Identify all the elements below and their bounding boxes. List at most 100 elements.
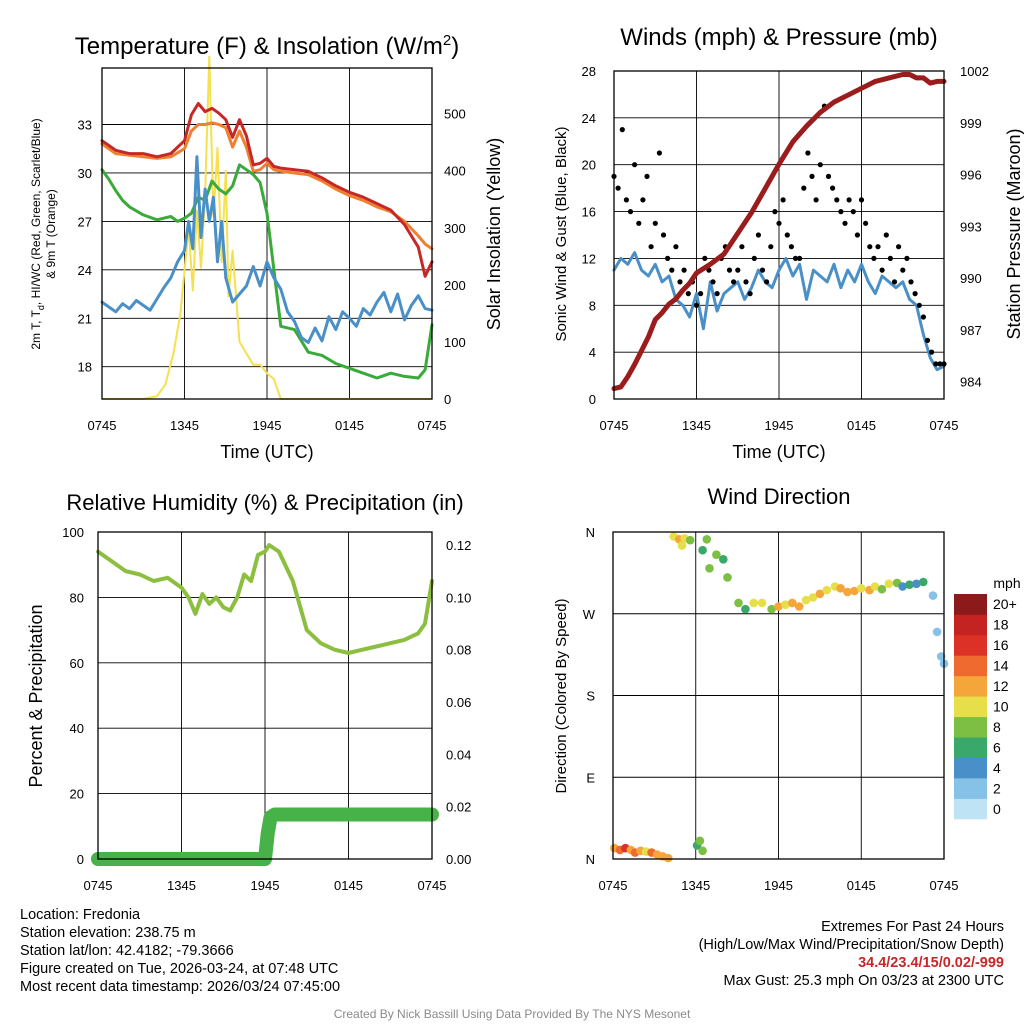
y-tick-label: 4: [589, 345, 596, 360]
y2-tick-label: 993: [960, 219, 982, 234]
y-tick-label: S: [586, 689, 595, 704]
direction-point: [898, 582, 907, 591]
y-axis-label: 2m T, Td, HI/WC (Red, Green, Scarlet/Blu…: [29, 118, 46, 349]
gust-point: [792, 255, 799, 261]
x-tick-label: 1345: [682, 418, 711, 433]
legend-swatch: [954, 634, 987, 656]
direction-point: [919, 577, 928, 587]
y2-tick-label: 1002: [960, 64, 989, 79]
legend-swatch: [954, 798, 987, 820]
y-tick-label: E: [586, 770, 595, 785]
gust-point: [768, 244, 774, 250]
chart-title: Winds (mph) & Pressure (mb): [620, 24, 937, 51]
legend-title: mph: [993, 575, 1020, 591]
y-tick-label: 16: [582, 205, 596, 220]
x-tick-label: 0745: [600, 418, 629, 433]
gust-point: [834, 197, 840, 203]
chart-title: Relative Humidity (%) & Precipitation (i…: [66, 490, 463, 515]
gust-point: [636, 220, 642, 226]
y-tick-label: 33: [78, 118, 92, 133]
x-tick-label: 1345: [170, 418, 199, 433]
y2-tick-label: 300: [444, 221, 466, 236]
extremes-values: 34.4/23.4/15/0.02/-999: [858, 955, 1004, 971]
direction-point: [912, 579, 921, 589]
extremes-title: Extremes For Past 24 Hours: [821, 919, 1004, 935]
x-axis-label: Time (UTC): [732, 442, 825, 462]
y-tick-label: 30: [78, 166, 92, 181]
legend-swatch: [954, 594, 987, 615]
recent-data-text: Most recent data timestamp: 2026/03/24 0…: [20, 979, 341, 995]
x-axis-label: Time (UTC): [220, 442, 313, 462]
y-tick-label: N: [586, 525, 595, 540]
direction-point: [822, 585, 832, 595]
direction-point: [870, 582, 880, 591]
gust-point: [788, 244, 795, 250]
series-line: [100, 102, 434, 278]
direction-point: [695, 836, 705, 846]
gust-point: [755, 232, 762, 238]
y2-tick-label: 0.12: [446, 538, 471, 553]
direction-point: [741, 604, 750, 614]
series-line: [91, 807, 439, 866]
gust-point: [615, 185, 621, 191]
gust-point: [751, 255, 757, 261]
gust-point: [685, 291, 691, 297]
gust-point: [656, 150, 663, 156]
gust-point: [846, 197, 852, 203]
y2-tick-label: 999: [960, 116, 982, 131]
x-tick-label: 0745: [930, 878, 959, 893]
gust-point: [871, 255, 877, 261]
direction-point: [836, 584, 845, 593]
y-tick-label: 8: [589, 298, 596, 313]
legend-label: 8: [993, 719, 1001, 735]
y-tick-label: 40: [70, 721, 84, 736]
plot-frame: [613, 70, 945, 400]
y-axis-label: Sonic Wind & Gust (Blue, Black): [553, 126, 570, 341]
x-tick-label: 0745: [84, 878, 113, 893]
gust-point: [714, 291, 720, 297]
gust-point: [933, 361, 939, 367]
y-tick-label: 0: [589, 392, 596, 407]
chart-title: Temperature (F) & Insolation (W/m2): [75, 32, 459, 60]
y2-tick-label: 0.08: [446, 643, 471, 658]
y2-tick-label: 984: [960, 375, 982, 390]
direction-point: [932, 627, 942, 637]
y-tick-label: N: [586, 852, 595, 867]
humidity-chart: Relative Humidity (%) & Precipitation (i…: [26, 490, 471, 893]
y-tick-label: W: [583, 607, 596, 622]
gust-point: [916, 302, 922, 308]
legend-swatch: [954, 778, 987, 799]
y-tick-label: 24: [78, 263, 92, 278]
direction-point: [723, 573, 732, 582]
x-tick-label: 0745: [599, 878, 628, 893]
y2-axis-label: Solar Insolation (Yellow): [484, 138, 504, 330]
gust-point: [726, 267, 733, 273]
gust-point: [652, 220, 658, 226]
direction-point: [719, 555, 728, 564]
direction-point: [788, 598, 797, 608]
legend-swatch: [954, 614, 987, 636]
x-tick-label: 1345: [167, 878, 196, 893]
y2-tick-label: 0.10: [446, 590, 471, 605]
direction-point: [734, 598, 743, 608]
gust-point: [710, 279, 716, 285]
legend-label: 6: [993, 739, 1001, 755]
gust-point: [665, 255, 671, 261]
x-tick-label: 0145: [334, 878, 363, 893]
gust-point: [784, 232, 790, 238]
direction-point: [815, 589, 825, 599]
gust-point: [867, 244, 873, 250]
y-tick-label: 0: [77, 852, 84, 867]
x-tick-label: 0745: [418, 878, 447, 893]
direction-point: [808, 593, 818, 602]
y-tick-label: 20: [70, 787, 84, 802]
speed-legend: mph 0 2 4 6 8 10 12 14 16 18 20+: [954, 575, 1021, 820]
gust-point: [817, 162, 823, 168]
y2-tick-label: 100: [444, 335, 466, 350]
direction-point: [877, 584, 887, 594]
gust-point: [677, 279, 683, 285]
gust-point: [912, 291, 918, 297]
gust-point: [879, 267, 885, 273]
gust-point: [702, 255, 708, 261]
y-tick-label: 20: [582, 158, 596, 173]
